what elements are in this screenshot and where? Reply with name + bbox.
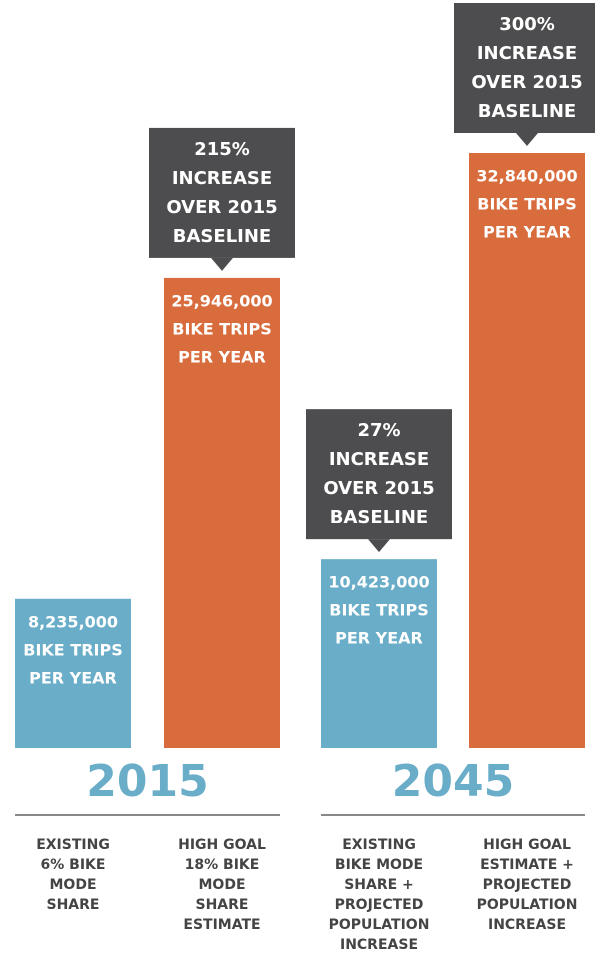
value-label: 8,235,000 xyxy=(28,612,118,631)
callout-text: OVER 2015 xyxy=(323,478,434,499)
category-label: SHARE xyxy=(47,897,100,913)
value-label: 25,946,000 xyxy=(171,291,272,310)
category-label: EXISTING xyxy=(342,837,416,853)
category-label: MODE xyxy=(49,877,96,893)
callout-arrow xyxy=(368,539,390,553)
callout-text: 300% xyxy=(499,14,555,35)
callout-text: BASELINE xyxy=(478,101,576,122)
category-label: PROJECTED xyxy=(483,877,572,893)
category-label: INCREASE xyxy=(488,917,566,933)
callout-text: OVER 2015 xyxy=(471,72,582,93)
year-label: 2045 xyxy=(392,756,514,807)
callout-text: OVER 2015 xyxy=(166,197,277,218)
category-label: HIGH GOAL xyxy=(178,837,266,853)
callout-arrow xyxy=(516,133,538,146)
value-label: 32,840,000 xyxy=(476,167,577,186)
category-label: EXISTING xyxy=(36,837,110,853)
category-label: SHARE + xyxy=(344,877,414,893)
category-label: ESTIMATE xyxy=(183,917,260,933)
callout-text: 27% xyxy=(357,420,400,441)
category-label: 18% BIKE xyxy=(185,857,260,873)
category-label: ESTIMATE + xyxy=(480,857,574,873)
bar xyxy=(321,559,437,748)
category-label: SHARE xyxy=(196,897,249,913)
unit-label: BIKE TRIPS xyxy=(477,195,576,214)
category-label: MODE xyxy=(198,877,245,893)
unit-label: BIKE TRIPS xyxy=(23,640,122,659)
category-label: 6% BIKE xyxy=(41,857,106,873)
callout-text: 215% xyxy=(194,139,250,160)
category-label: POPULATION xyxy=(477,897,578,913)
category-label: HIGH GOAL xyxy=(483,837,571,853)
category-label: POPULATION xyxy=(329,917,430,933)
unit-label: BIKE TRIPS xyxy=(329,601,428,620)
category-label: INCREASE xyxy=(340,937,418,953)
callout-text: INCREASE xyxy=(329,449,429,470)
callout-text: BASELINE xyxy=(330,507,428,528)
value-label: 10,423,000 xyxy=(328,573,429,592)
callout-text: INCREASE xyxy=(477,43,577,64)
callout-arrow xyxy=(211,257,233,271)
unit-label: BIKE TRIPS xyxy=(172,319,271,338)
callout-text: BASELINE xyxy=(173,226,271,247)
callout-text: INCREASE xyxy=(172,168,272,189)
unit-label: PER YEAR xyxy=(29,668,117,687)
callout-box xyxy=(149,127,295,258)
bar xyxy=(164,277,280,748)
callout-box xyxy=(306,409,452,540)
callout-box xyxy=(454,3,595,133)
unit-label: PER YEAR xyxy=(178,347,266,366)
unit-label: PER YEAR xyxy=(335,629,423,648)
bar xyxy=(15,598,131,748)
bar xyxy=(469,153,585,748)
category-label: PROJECTED xyxy=(335,897,424,913)
year-label: 2015 xyxy=(86,756,208,807)
category-label: BIKE MODE xyxy=(335,857,423,873)
unit-label: PER YEAR xyxy=(483,223,571,242)
